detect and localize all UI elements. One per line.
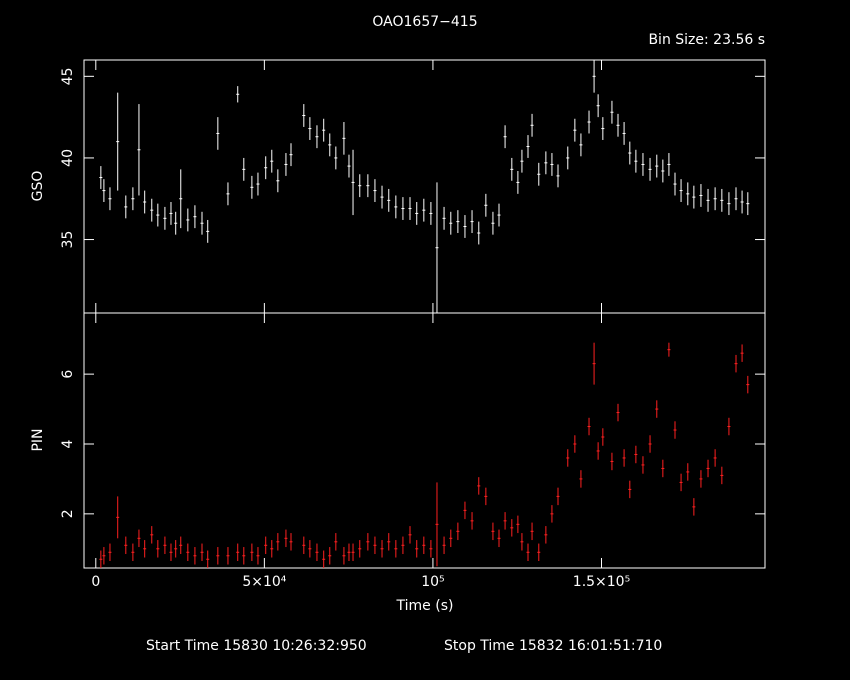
x-tick-label: 1.5×10⁵	[573, 574, 630, 590]
top-frame	[83, 59, 766, 314]
bottom-frame	[83, 312, 766, 569]
bin-size: Bin Size: 23.56 s	[648, 32, 765, 48]
x-tick-label: 0	[91, 574, 100, 590]
y-tick-label: 35	[60, 231, 76, 249]
y-axis-label: GSO	[30, 171, 46, 202]
x-tick-label: 10⁵	[421, 574, 444, 590]
start-time: Start Time 15830 10:26:32:950	[146, 638, 367, 654]
y-tick-label: 4	[60, 439, 76, 448]
chart-title: OAO1657−415	[372, 14, 477, 30]
y-tick-label: 45	[60, 67, 76, 85]
y-tick-label: 2	[60, 509, 76, 518]
y-tick-label: 40	[60, 149, 76, 167]
x-axis-label: Time (s)	[396, 598, 454, 614]
stop-time: Stop Time 15832 16:01:51:710	[444, 638, 662, 654]
x-tick-label: 5×10⁴	[242, 574, 286, 590]
y-tick-label: 6	[60, 370, 76, 379]
y-axis-label: PIN	[30, 428, 46, 451]
